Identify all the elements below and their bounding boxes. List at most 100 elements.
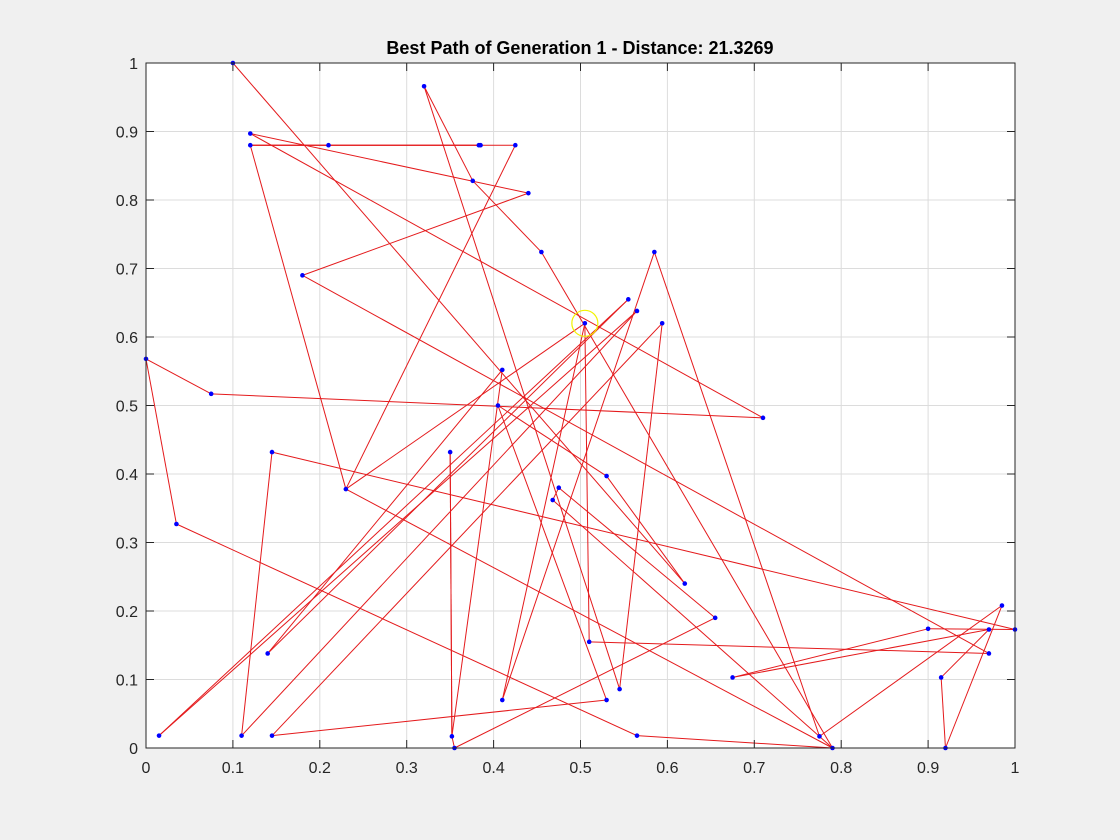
city-point [499, 697, 505, 703]
path-segment [267, 369, 503, 654]
path-segment [928, 628, 1016, 630]
path-segment [145, 358, 212, 395]
x-tick-label: 0.7 [743, 760, 765, 777]
city-point [265, 651, 270, 656]
city-point [986, 627, 992, 632]
path-segment [619, 323, 663, 690]
city-point [556, 485, 562, 491]
path-segment [940, 629, 990, 678]
x-tick-label: 0.5 [569, 760, 591, 777]
path-segment [497, 405, 607, 477]
city-point [730, 675, 735, 680]
city-point [617, 686, 622, 692]
y-tick-label: 0.1 [116, 673, 138, 690]
x-tick-label: 1 [1011, 760, 1020, 777]
path-segment [241, 310, 638, 737]
city-point [938, 675, 944, 680]
x-tick-label: 0.3 [396, 760, 418, 777]
path-segment [249, 145, 347, 490]
city-point [476, 142, 482, 148]
city-point [634, 733, 640, 738]
path-segment [211, 393, 764, 419]
city-point [604, 697, 609, 703]
city-point [495, 403, 501, 408]
y-tick-label: 0.7 [116, 262, 138, 279]
path-segment [472, 180, 542, 253]
path-segment [451, 369, 503, 737]
path-segment [232, 62, 686, 584]
city-point [247, 131, 253, 136]
city-point [712, 615, 718, 621]
path-segment [653, 251, 820, 737]
path-segment [345, 322, 586, 490]
path-segment [552, 499, 833, 749]
city-points [143, 60, 1018, 751]
path-segment [584, 323, 590, 642]
path-segment [819, 605, 1003, 737]
tour-path [145, 62, 1016, 749]
path-segment [501, 251, 655, 701]
path-segment [636, 735, 833, 749]
city-point [652, 249, 657, 255]
city-point [550, 497, 555, 503]
city-point [760, 415, 766, 421]
x-tick-label: 0.8 [830, 760, 852, 777]
city-point [447, 449, 453, 455]
path-segment [267, 298, 629, 654]
city-point [343, 486, 349, 492]
city-point [999, 603, 1005, 608]
city-point [174, 521, 179, 527]
path-segment [176, 523, 638, 737]
x-tick-label: 0.1 [222, 760, 244, 777]
city-point [659, 321, 665, 326]
city-point [300, 273, 305, 278]
city-point [208, 391, 214, 397]
city-point [625, 297, 631, 302]
y-tick-label: 1 [129, 56, 138, 73]
path-segment [940, 677, 946, 749]
path-segment [558, 487, 716, 619]
x-tick-label: 0.4 [482, 760, 504, 777]
city-point [986, 651, 992, 656]
city-point [817, 734, 822, 739]
city-point [269, 449, 275, 455]
path-segment [250, 133, 529, 194]
city-point [604, 473, 609, 479]
path-segment [497, 405, 608, 701]
city-point [499, 367, 505, 373]
y-tick-label: 0.6 [116, 330, 138, 347]
path-segment [345, 488, 833, 749]
city-point [539, 249, 544, 255]
city-point [586, 639, 592, 645]
path-segment [158, 310, 638, 737]
city-point [421, 83, 427, 89]
path-segment [271, 699, 607, 737]
path-segment [449, 452, 453, 737]
x-tick-label: 0 [142, 760, 151, 777]
x-tick-label: 0.6 [656, 760, 678, 777]
highlight-circle [571, 309, 599, 337]
x-tick-label: 0.9 [917, 760, 939, 777]
city-point [582, 321, 588, 326]
path-segment [732, 629, 990, 678]
path-segment [302, 192, 529, 276]
path-segment [423, 86, 474, 182]
city-point [682, 581, 688, 586]
x-tick-label: 0.2 [309, 760, 331, 777]
city-point [634, 308, 640, 314]
path-segment [158, 298, 629, 737]
city-point [269, 733, 275, 738]
y-tick-label: 0.4 [116, 467, 138, 484]
y-tick-label: 0.5 [116, 399, 138, 416]
city-point [449, 734, 455, 739]
path-segment [271, 451, 1016, 630]
y-tick-label: 0.9 [116, 125, 138, 142]
city-point [239, 733, 244, 738]
city-point [326, 142, 331, 148]
city-point [247, 142, 253, 148]
city-point [470, 178, 476, 184]
path-segment [501, 323, 586, 701]
path-segment [732, 628, 929, 678]
path-segment [454, 617, 716, 749]
